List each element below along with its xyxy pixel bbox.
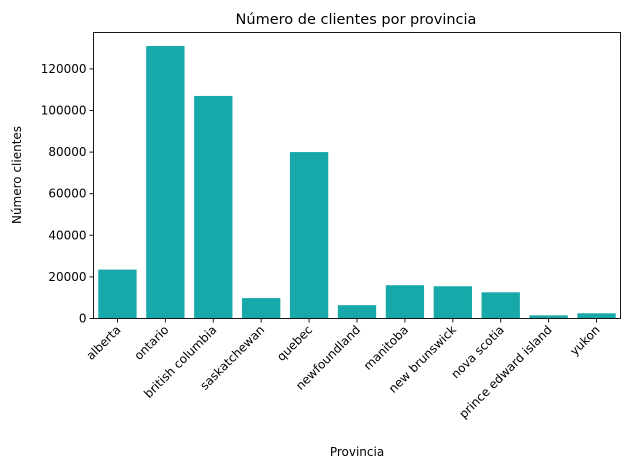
y-tick-label: 100000 (41, 104, 87, 118)
bar-british-columbia (194, 95, 233, 319)
bar-newfoundland (337, 305, 377, 319)
y-axis-label: Número clientes (10, 126, 24, 224)
y-tick-label: 80000 (48, 145, 86, 159)
bars-group (98, 46, 616, 319)
x-tick-label: ontario (131, 323, 171, 363)
y-tick-label: 60000 (48, 187, 86, 201)
plot-frame (93, 32, 621, 319)
bar-quebec (289, 152, 329, 319)
y-tick-label: 0 (79, 312, 87, 326)
bar-yukon (577, 313, 616, 319)
x-tick-label: manitoba (361, 323, 411, 373)
bar-ontario (146, 46, 185, 319)
x-tick-label: yukon (567, 323, 602, 358)
chart-title: Número de clientes por provincia (236, 12, 477, 28)
x-axis-label: Provincia (330, 445, 384, 459)
bar-nova-scotia (481, 292, 520, 319)
y-tick-label: 40000 (48, 228, 86, 242)
bar-prince-edward-island (529, 315, 568, 319)
bar-saskatchewan (242, 298, 281, 319)
x-tick-label: alberta (83, 323, 123, 363)
bar-alberta (98, 269, 137, 319)
x-tick-label: quebec (274, 323, 315, 364)
y-tick-label: 120000 (41, 62, 87, 76)
y-axis: 0 20000 40000 60000 80000 100000 120000 (41, 62, 94, 326)
x-tick-label: prince edward island (456, 323, 554, 421)
y-tick-label: 20000 (48, 270, 86, 284)
bar-manitoba (385, 285, 425, 319)
bar-new-brunswick (433, 286, 472, 319)
